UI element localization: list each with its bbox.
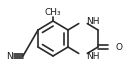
Text: O: O <box>116 43 123 52</box>
Text: CH₃: CH₃ <box>45 7 61 16</box>
Text: NH: NH <box>86 52 100 61</box>
Text: NH: NH <box>86 16 100 25</box>
Text: N: N <box>6 52 12 61</box>
